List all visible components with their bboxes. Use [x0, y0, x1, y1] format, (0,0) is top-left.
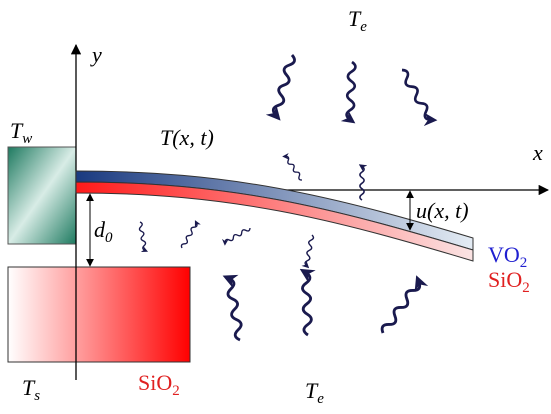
beam-temp: T(x, t)	[160, 125, 214, 150]
layer-bottom-label: SiO2	[488, 267, 530, 296]
diagram: y x Tw T(x, t) Te d0 u(x, t) VO2 SiO2 Ts…	[0, 0, 551, 414]
deflection-label: u(x, t)	[416, 198, 469, 223]
substrate-temp: Ts	[22, 375, 40, 404]
wall	[8, 147, 76, 244]
substrate	[8, 267, 190, 362]
x-axis-label: x	[532, 140, 543, 165]
env-temp-bottom: Te	[305, 378, 324, 407]
wall-temp: Tw	[10, 118, 32, 147]
env-temp-top: Te	[348, 6, 367, 35]
y-axis-label: y	[90, 42, 102, 67]
substrate-material: SiO2	[138, 370, 180, 399]
gap-label: d0	[94, 217, 113, 246]
